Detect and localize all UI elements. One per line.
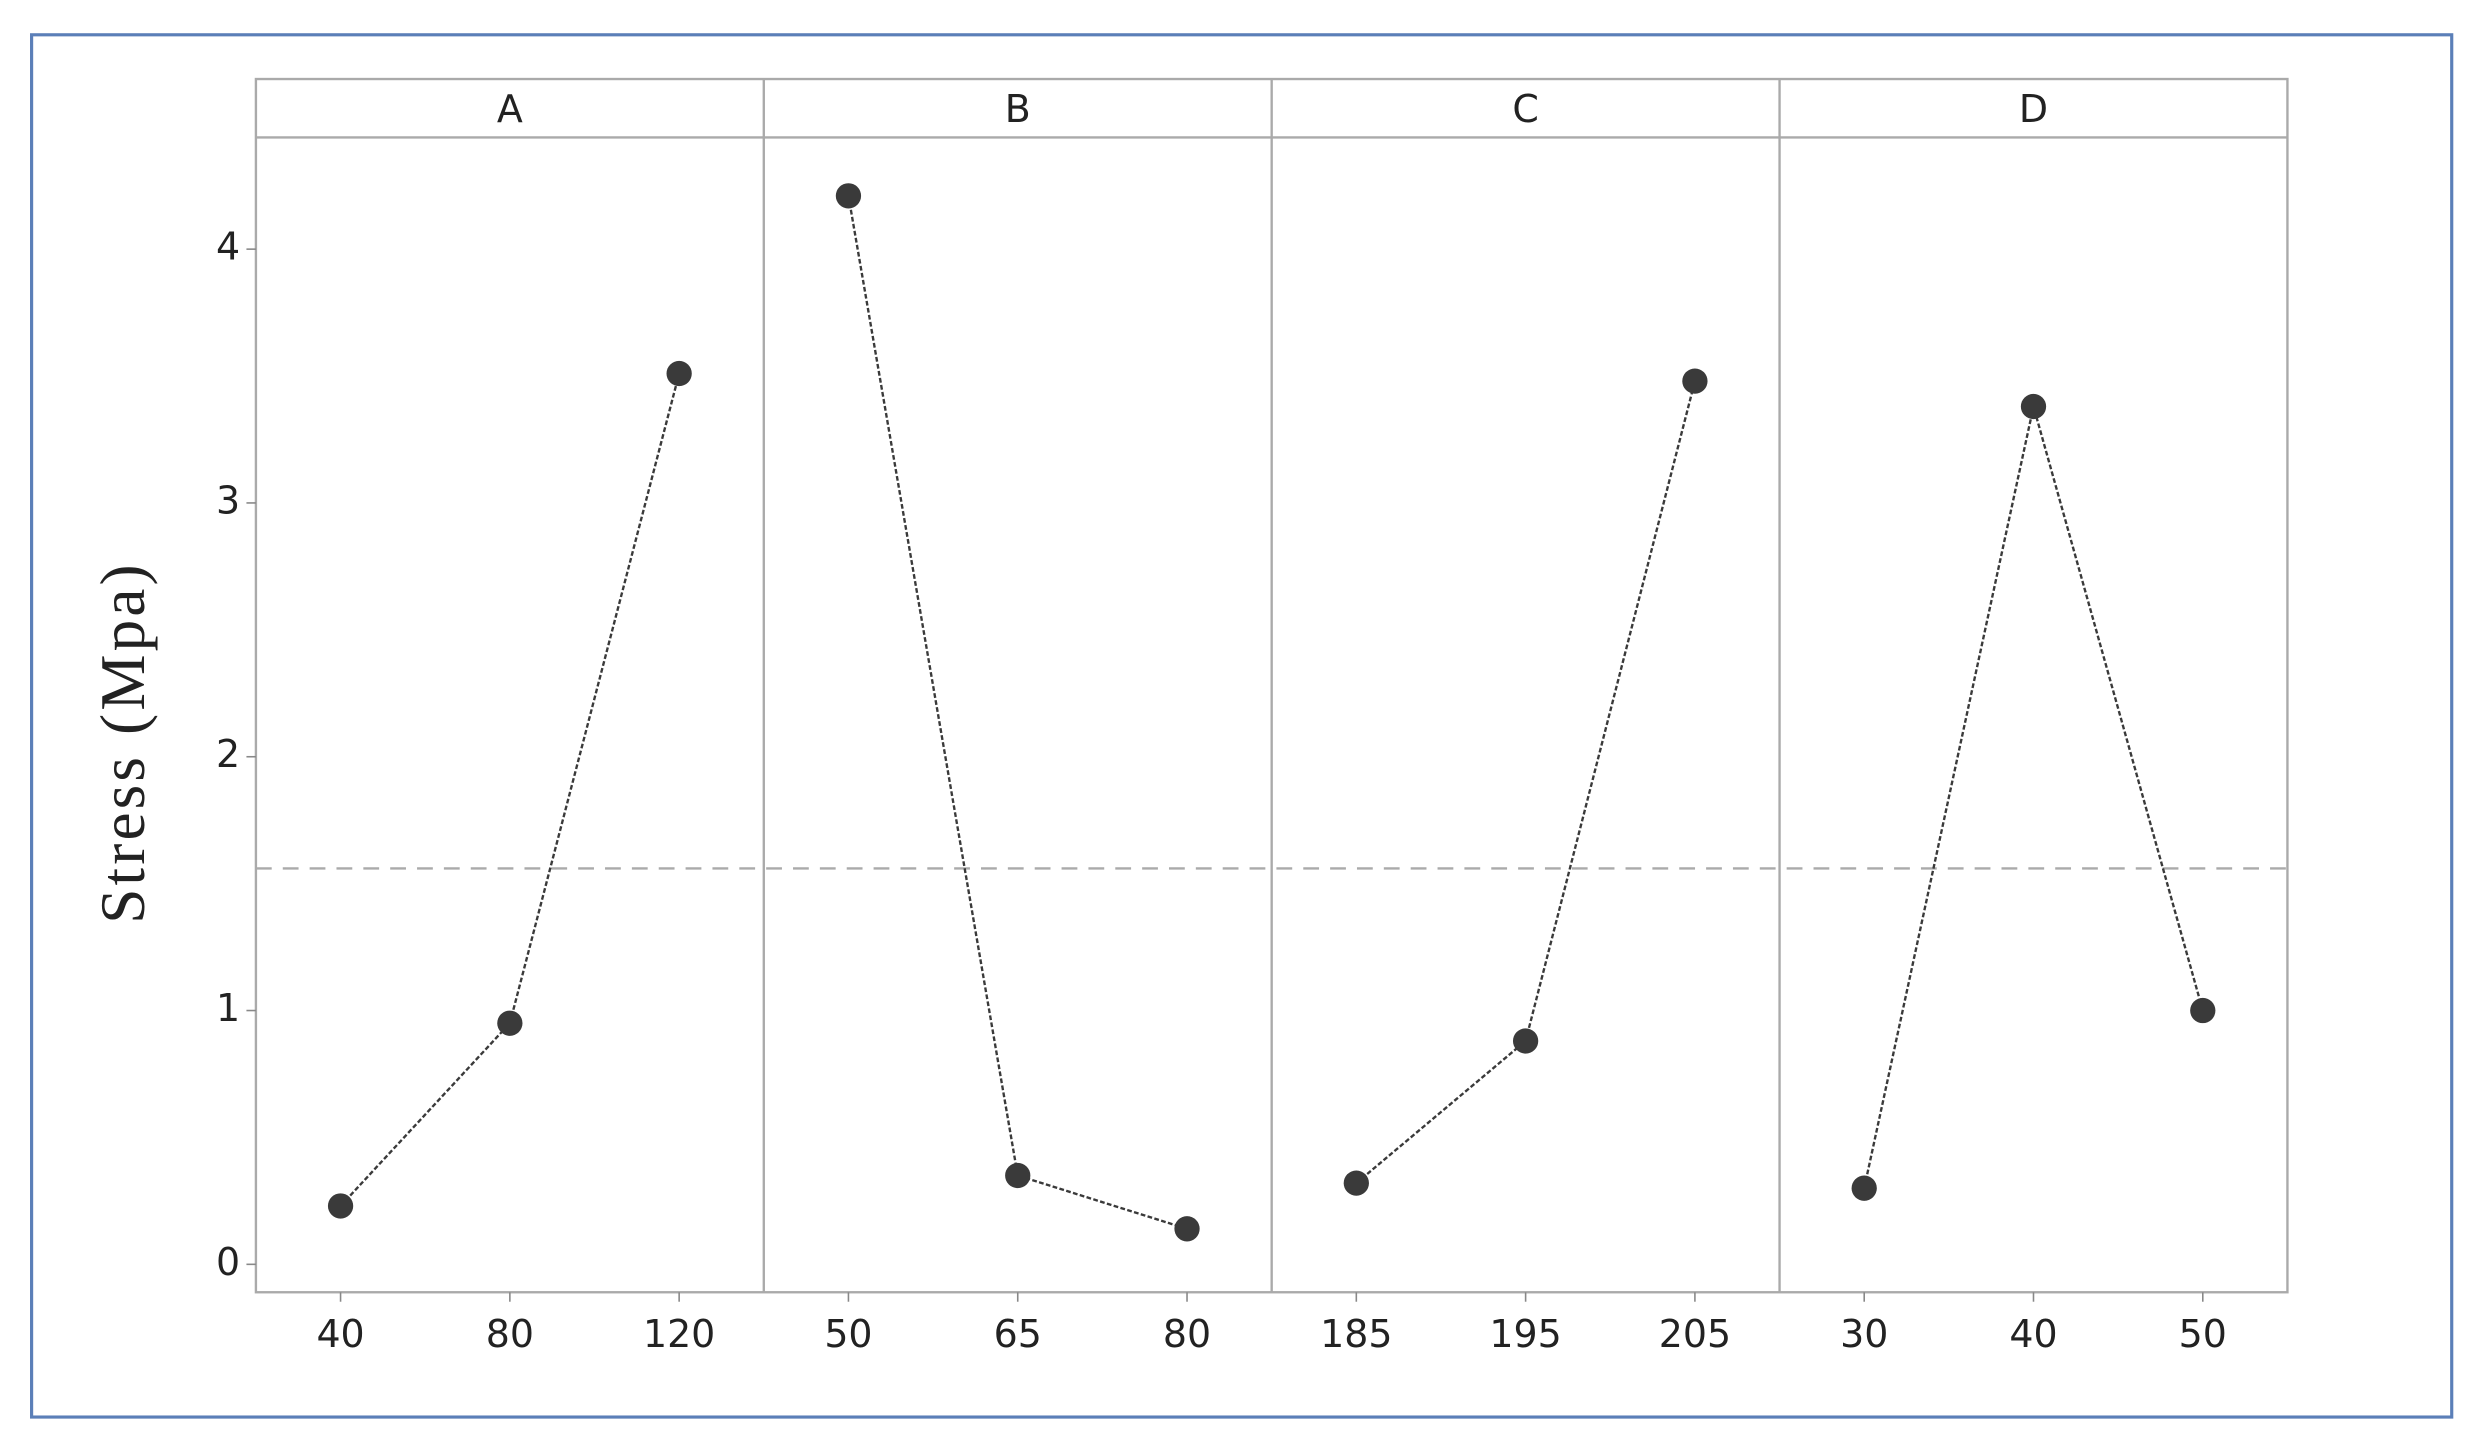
point (1005, 1162, 1031, 1189)
panel-title: D (2019, 87, 2048, 131)
point (1343, 1170, 1369, 1196)
point (1682, 368, 1708, 394)
x-tick-label: 195 (1489, 1312, 1561, 1356)
x-tick-label: 80 (486, 1312, 534, 1356)
x-tick-label: 30 (1840, 1312, 1888, 1356)
effect-line (1355, 380, 1697, 1185)
effect-line (339, 373, 681, 1207)
point (835, 183, 862, 209)
x-tick-label: 205 (1659, 1312, 1731, 1356)
x-tick-label: 80 (1163, 1312, 1211, 1356)
x-tick-label: 50 (2179, 1312, 2227, 1356)
effect-line (847, 195, 1188, 1230)
x-tick-label: 120 (643, 1312, 715, 1356)
panel-title: A (497, 87, 523, 131)
y-tick-label: 4 (216, 225, 240, 269)
point (2190, 997, 2216, 1024)
point (1512, 1028, 1539, 1054)
panel-title: B (1005, 87, 1031, 131)
x-tick-label: 185 (1320, 1312, 1392, 1356)
point (327, 1193, 354, 1219)
y-tick-label: 2 (216, 732, 240, 776)
effect-line (1863, 406, 2204, 1189)
outer-frame (30, 33, 2454, 1419)
x-tick-label: 50 (824, 1312, 872, 1356)
x-tick-label: 65 (994, 1312, 1042, 1356)
x-tick-label: 40 (2009, 1312, 2057, 1356)
point (1851, 1175, 1877, 1201)
y-tick-label: 1 (216, 986, 240, 1030)
point (666, 360, 692, 387)
y-axis-label: Stress (Mpa) (88, 561, 158, 924)
x-tick-label: 40 (316, 1312, 364, 1356)
point (497, 1010, 523, 1036)
panel-title: C (1512, 87, 1538, 131)
point (2020, 393, 2047, 420)
y-tick-label: 3 (216, 478, 240, 522)
y-tick-label: 0 (216, 1240, 240, 1284)
point (1174, 1216, 1200, 1242)
